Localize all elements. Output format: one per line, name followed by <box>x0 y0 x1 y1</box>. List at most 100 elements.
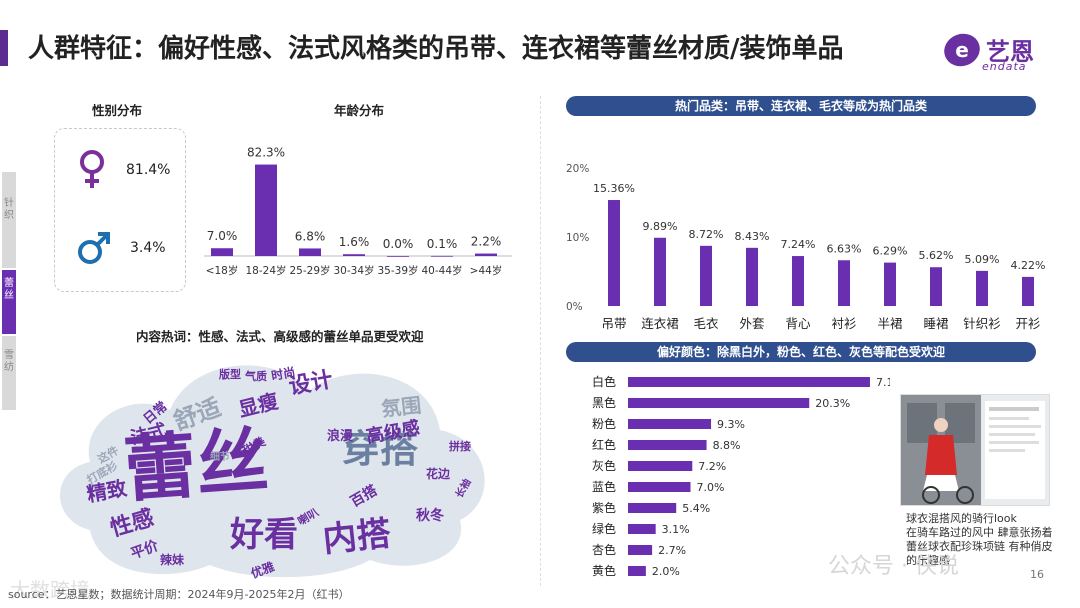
category-tick-label: 睡裙 <box>923 316 949 331</box>
color-tick-label: 白色 <box>592 374 616 389</box>
category-value-label: 4.22% <box>1011 259 1046 272</box>
age-value-label: 6.8% <box>295 229 326 243</box>
age-bar <box>343 254 365 256</box>
color-bar <box>628 566 646 576</box>
watermark: 公众号 · 侠说 <box>828 554 959 579</box>
color-tick-label: 黄色 <box>592 564 616 578</box>
wordcloud-title: 内容热词：性感、法式、高级感的蕾丝单品更受欢迎 <box>136 329 424 344</box>
color-value-label: 7.1% <box>876 376 890 389</box>
age-tick-label: 25-29岁 <box>289 264 330 277</box>
color-tick-label: 黑色 <box>592 396 616 410</box>
category-tick-label: 连衣裙 <box>641 316 679 331</box>
cat-ytick: 0% <box>566 301 583 313</box>
category-value-label: 6.63% <box>827 242 862 255</box>
color-value-label: 5.4% <box>682 502 710 515</box>
word-cloud-term: 气质 <box>244 369 267 383</box>
female-percent: 81.4% <box>126 162 171 178</box>
age-tick-label: 35-39岁 <box>377 264 418 277</box>
male-percent: 3.4% <box>130 240 166 256</box>
social-post-photo <box>900 394 1050 506</box>
color-value-label: 7.0% <box>697 481 725 494</box>
caption-line: 在骑车路过的风中 肆意张扬着 <box>906 526 1053 539</box>
caption-line: 球衣混搭风的骑行look <box>906 512 1017 525</box>
word-cloud-term: 秋冬 <box>416 507 444 524</box>
side-tab-chiffon[interactable]: 雪纺 <box>2 336 16 410</box>
color-tick-label: 灰色 <box>592 459 616 473</box>
category-bar <box>746 247 758 306</box>
age-value-label: 82.3% <box>247 146 285 160</box>
logo-text: 艺恩 <box>986 38 1034 66</box>
color-bar <box>628 398 810 408</box>
caption-line: 的乐趣感 <box>906 554 950 567</box>
category-tick-label: 针织衫 <box>963 316 1001 331</box>
cat-ytick: 20% <box>566 163 589 175</box>
age-value-label: 1.6% <box>339 235 370 249</box>
category-tick-label: 衬衫 <box>831 316 856 331</box>
gender-title: 性别分布 <box>92 103 143 118</box>
color-value-label: 7.2% <box>698 460 726 473</box>
category-tick-label: 半裙 <box>877 316 903 331</box>
title-accent-bar <box>0 30 8 66</box>
color-value-label: 9.3% <box>717 418 745 431</box>
word-cloud-term: 细节 <box>210 450 230 463</box>
hot-categories-header: 热门品类：吊带、连衣裙、毛衣等成为热门品类 <box>566 96 1036 116</box>
color-bar <box>628 419 712 429</box>
age-bar <box>299 248 321 256</box>
color-value-label: 3.1% <box>662 523 690 536</box>
center-divider <box>540 96 541 586</box>
color-value-label: 8.8% <box>713 439 741 452</box>
word-cloud-term: 版型 <box>219 367 241 381</box>
color-tick-label: 绿色 <box>592 521 616 536</box>
category-tick-label: 背心 <box>785 316 811 331</box>
category-bar <box>700 245 712 306</box>
color-tick-label: 粉色 <box>592 417 616 431</box>
category-value-label: 8.72% <box>689 228 724 241</box>
age-bar <box>475 253 497 256</box>
age-tick-label: 18-24岁 <box>245 264 286 277</box>
color-bar <box>628 440 707 450</box>
age-tick-label: >44岁 <box>470 264 503 277</box>
word-cloud-term: 穿搭 <box>342 427 418 471</box>
cloud-shape <box>60 365 485 578</box>
age-value-label: 0.1% <box>427 237 458 251</box>
age-value-label: 0.0% <box>383 237 414 251</box>
category-chart: 0% 10% 20% 15.36% 吊带 9.89% 连衣裙 8.72% 毛衣 8.43% 外套 7.… <box>566 163 1046 331</box>
word-cloud-term: 好看 <box>229 515 298 555</box>
age-tick-label: <18岁 <box>206 264 239 277</box>
category-bar <box>838 260 850 306</box>
color-value-label: 20.3% <box>815 397 850 410</box>
category-bar <box>884 262 896 306</box>
age-value-label: 2.2% <box>471 235 502 249</box>
side-tab-knit[interactable]: 针织 <box>2 172 16 268</box>
category-bar <box>976 270 988 306</box>
photo-illustration <box>901 395 1045 505</box>
svg-text:e: e <box>955 38 969 62</box>
age-bar <box>431 255 453 257</box>
color-tick-label: 蓝色 <box>592 480 616 494</box>
category-value-label: 5.09% <box>965 253 1000 266</box>
color-tick-label: 红色 <box>592 437 616 452</box>
age-bar <box>255 164 277 256</box>
category-tick-label: 吊带 <box>601 316 626 331</box>
category-tick-label: 外套 <box>739 316 765 331</box>
page-number: 16 <box>1030 568 1044 581</box>
color-bar <box>628 545 653 555</box>
side-tab-lace[interactable]: 蕾丝 <box>2 270 16 334</box>
word-cloud-term: 蕾丝 <box>121 418 271 512</box>
color-value-label: 2.0% <box>652 565 680 578</box>
age-bar <box>387 256 409 257</box>
category-value-label: 8.43% <box>735 230 770 243</box>
category-value-label: 7.24% <box>781 238 816 251</box>
source-note: source：艺恩星数；数据统计周期：2024年9月-2025年2月（红书） <box>8 588 350 601</box>
gender-box <box>54 128 186 292</box>
word-cloud-term: 浪漫 <box>327 428 353 444</box>
word-cloud-term: 花边 <box>426 466 451 481</box>
age-tick-label: 30-34岁 <box>333 264 374 277</box>
color-tick-label: 紫色 <box>592 501 616 515</box>
female-icon <box>80 150 104 188</box>
photo-caption: 球衣混搭风的骑行look 在骑车路过的风中 肆意张扬着 蕾丝球衣配珍珠项链 有种… <box>906 512 1062 568</box>
word-cloud-term: 辣妹 <box>160 552 185 567</box>
color-tick-label: 杏色 <box>592 543 616 557</box>
caption-line: 蕾丝球衣配珍珠项链 有种俏皮 <box>906 540 1053 553</box>
age-value-label: 7.0% <box>207 229 238 243</box>
